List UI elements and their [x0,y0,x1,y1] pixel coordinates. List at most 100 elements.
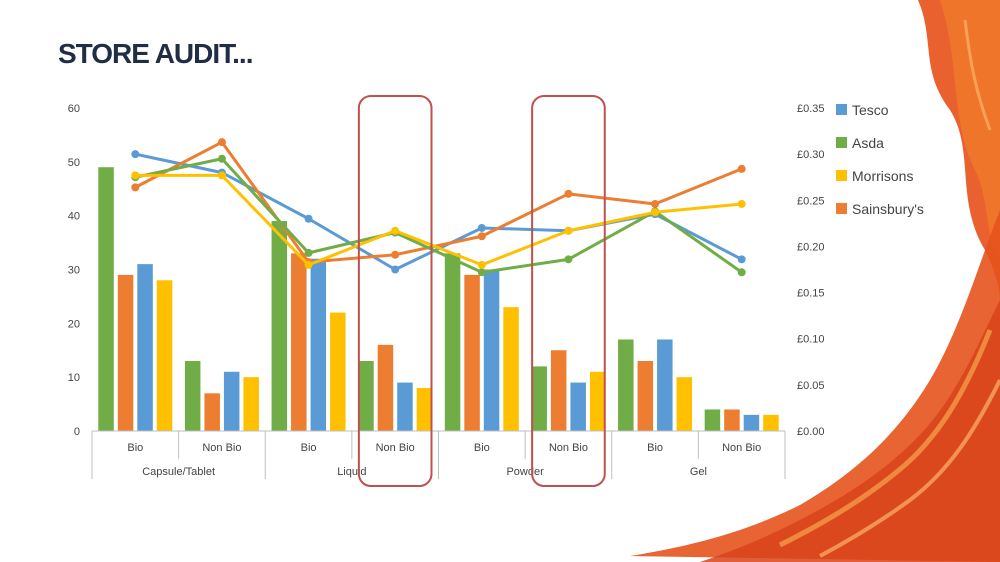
bar [503,307,519,431]
bar [243,377,259,431]
bar [117,274,134,431]
category-label: Bio [647,442,663,454]
category-label: Bio [474,442,490,454]
bar [291,253,307,431]
legend-swatch [836,203,847,214]
x-axis: Bio Non Bio Bio Non Bio Bio Non Bio Bio Non Bio… [91,430,786,479]
series-line [134,157,743,274]
category-label: Non Bio [722,442,761,454]
bar [358,361,374,431]
legend-label: Tesco [852,102,889,118]
category-label: Non Bio [376,442,415,454]
line-point [391,250,400,259]
line-point [651,208,660,217]
bar [156,280,173,431]
y-tick-label: 60 [68,103,80,115]
bar [531,366,547,431]
group-label: Powder [506,466,544,478]
legend-swatch [836,170,847,181]
bar [637,361,654,431]
group-label: Gel [690,466,707,478]
line-point [564,255,573,264]
line-point [131,183,140,192]
y2-tick-label: £0.00 [797,426,825,438]
bar [550,350,567,431]
line-point [737,164,746,173]
legend-swatch [836,104,847,115]
line-point [477,260,486,269]
bar [589,371,606,431]
bar [310,258,327,431]
category-label: Bio [301,442,317,454]
bar [137,264,153,431]
legend-label: Asda [852,135,884,151]
legend-label: Sainsbury's [852,201,924,217]
bar [657,339,673,431]
line-point [131,171,140,180]
bar [570,382,586,431]
bar [743,414,760,431]
bar [763,414,779,431]
bar [483,269,500,431]
bar [184,361,201,431]
y-tick-label: 20 [68,318,80,330]
y2-tick-label: £0.15 [797,288,825,300]
y-tick-label: 10 [68,372,80,384]
highlight-box [357,95,433,487]
y2-tick-label: £0.25 [797,195,825,207]
line-point [564,226,573,235]
line-point [651,199,660,208]
legend: Tesco Asda Morrisons Sainsbury's [836,102,924,217]
bar [416,387,433,431]
line-point [131,150,140,159]
left-y-axis: 0 10 20 30 40 50 60 [68,103,80,438]
bar [271,221,288,431]
bars [98,167,779,431]
bar [223,371,240,431]
y2-tick-label: £0.05 [797,380,825,392]
legend-label: Morrisons [852,168,913,184]
y-tick-label: 40 [68,211,80,223]
bar [204,393,220,431]
bar [444,253,461,431]
group-label: Capsule/Tablet [142,466,215,478]
line-point [304,214,313,223]
line-point [391,265,400,274]
line-point [217,138,226,147]
price-lines [131,138,746,277]
y2-tick-label: £0.20 [797,241,825,253]
slide-title: STORE AUDIT... [58,38,253,69]
line-point [217,171,226,180]
line-point [217,154,226,163]
category-label: Non Bio [202,442,241,454]
y-tick-label: 30 [68,265,80,277]
line-point [564,189,573,198]
y2-tick-label: £0.10 [797,334,825,346]
bar [464,274,480,431]
bar [397,382,413,431]
line-point [477,223,486,232]
line-point [477,232,486,241]
series-line [134,140,743,264]
line-point [304,260,313,269]
bar [676,377,693,431]
group-label: Liquid [337,466,366,478]
legend-swatch [836,137,847,148]
right-y-axis: £0.00 £0.05 £0.10 £0.15 £0.20 £0.25 £0.30 £0.35 [797,103,825,438]
y2-tick-label: £0.35 [797,103,825,115]
bar [704,409,721,431]
line-point [304,248,313,257]
line-point [737,255,746,264]
y-tick-label: 50 [68,157,80,169]
line-point [477,268,486,277]
bar [330,312,346,431]
line-point [391,226,400,235]
bar [724,409,740,431]
bar [377,344,394,431]
line-point [737,268,746,277]
y2-tick-label: £0.30 [797,149,825,161]
highlight-box [531,95,606,487]
bar [98,167,114,431]
